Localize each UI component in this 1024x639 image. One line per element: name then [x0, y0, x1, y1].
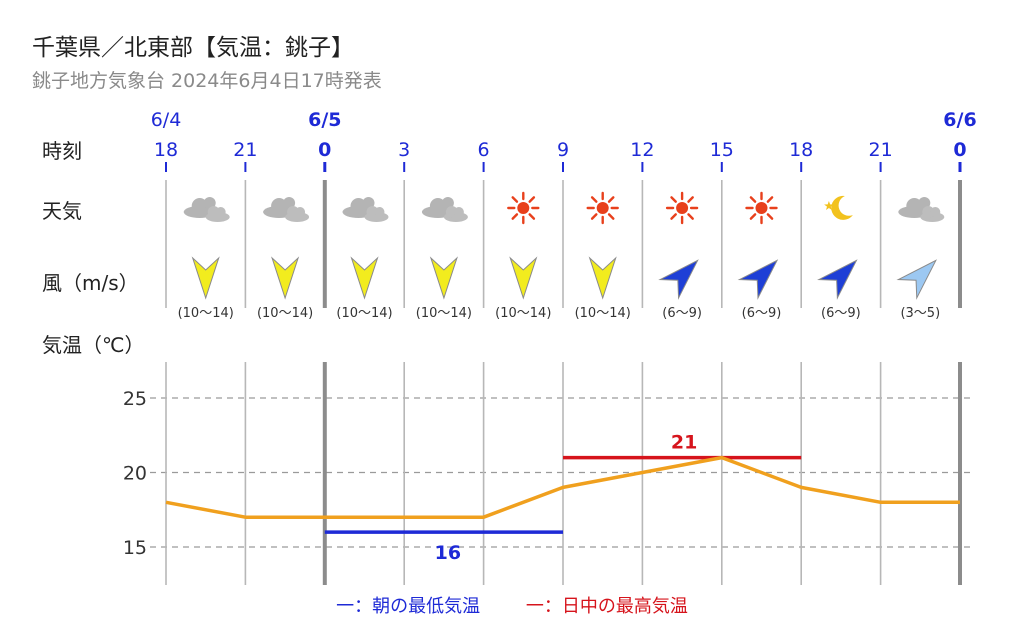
date-label: 6/4	[151, 109, 182, 131]
cloud-icon	[183, 197, 230, 222]
wind-range: (10〜14)	[336, 306, 392, 321]
wind-range: (6〜9)	[742, 306, 782, 321]
cloud-icon	[421, 197, 468, 222]
row-label-temp: 気温（℃）	[42, 333, 144, 357]
date-label: 6/6	[943, 109, 976, 131]
wind-range: (10〜14)	[257, 306, 313, 321]
wind-arrow-icon	[191, 256, 220, 300]
wind-range: (10〜14)	[575, 306, 631, 321]
forecast-chart: 時刻 天気 風（m/s） 気温（℃） 15 20 25 6/4 6/5 6/6 18 21…	[42, 109, 977, 585]
hour-label: 12	[630, 139, 654, 161]
hour-label: 18	[789, 139, 813, 161]
cloud-icon	[263, 197, 310, 222]
ytick-label: 25	[123, 388, 147, 410]
wind-range: (6〜9)	[662, 306, 702, 321]
wind-range: (10〜14)	[416, 306, 472, 321]
wind-row: (10〜14) (10〜14) (10〜14) (10〜14) (10〜14) (10〜1…	[178, 256, 940, 321]
wind-arrow-icon	[658, 259, 699, 300]
legend-max-temp: 一：日中の最高気温	[525, 596, 688, 617]
min-temp-label: 16	[435, 542, 461, 564]
wind-arrow-icon	[817, 259, 858, 300]
sun-icon	[507, 191, 540, 225]
page-title: 千葉県／北東部【気温：銚子】	[32, 35, 354, 61]
wind-arrow-icon	[271, 256, 300, 300]
date-label: 6/5	[308, 109, 341, 131]
chart-grid: 15 20 25	[123, 180, 975, 585]
hour-label: 0	[318, 139, 331, 161]
row-label-time: 時刻	[42, 139, 82, 163]
row-label-weather: 天気	[42, 199, 82, 223]
ytick-label: 20	[123, 463, 147, 485]
wind-arrow-icon	[429, 256, 458, 300]
chart-legend: 一：朝の最低気温 一：日中の最高気温	[0, 592, 1024, 618]
wind-arrow-icon	[509, 256, 538, 300]
wind-arrow-icon	[588, 256, 617, 300]
page-subtitle: 銚子地方気象台 2024年6月4日17時発表	[32, 70, 382, 92]
ytick-label: 15	[123, 537, 147, 559]
sun-icon	[745, 191, 778, 225]
wind-arrow-icon	[350, 256, 379, 300]
wind-arrow-icon	[896, 259, 938, 300]
cloud-icon	[342, 197, 389, 222]
legend-min-temp: 一：朝の最低気温	[336, 596, 481, 617]
sun-icon	[586, 191, 619, 225]
max-temp-label: 21	[671, 432, 697, 454]
wind-range: (6〜9)	[821, 306, 861, 321]
hour-label: 0	[953, 139, 966, 161]
hour-label: 21	[233, 139, 257, 161]
date-labels: 6/4 6/5 6/6	[151, 109, 977, 131]
sun-icon	[665, 191, 699, 225]
moon-star-icon	[824, 195, 853, 220]
row-label-wind: 風（m/s）	[42, 271, 139, 295]
cloud-icon	[898, 197, 945, 222]
hour-ticks: 18 21 0 3 6 9 12 15 18 21 0	[154, 139, 967, 172]
wind-range: (3〜5)	[900, 306, 940, 321]
hour-label: 3	[398, 139, 410, 161]
wind-range: (10〜14)	[495, 306, 551, 321]
wind-range: (10〜14)	[178, 306, 234, 321]
hour-label: 6	[478, 139, 490, 161]
wind-arrow-icon	[737, 259, 779, 300]
weather-icons	[183, 191, 945, 225]
hour-label: 15	[710, 139, 734, 161]
hour-label: 9	[557, 139, 569, 161]
hour-label: 18	[154, 139, 178, 161]
hour-label: 21	[869, 139, 893, 161]
